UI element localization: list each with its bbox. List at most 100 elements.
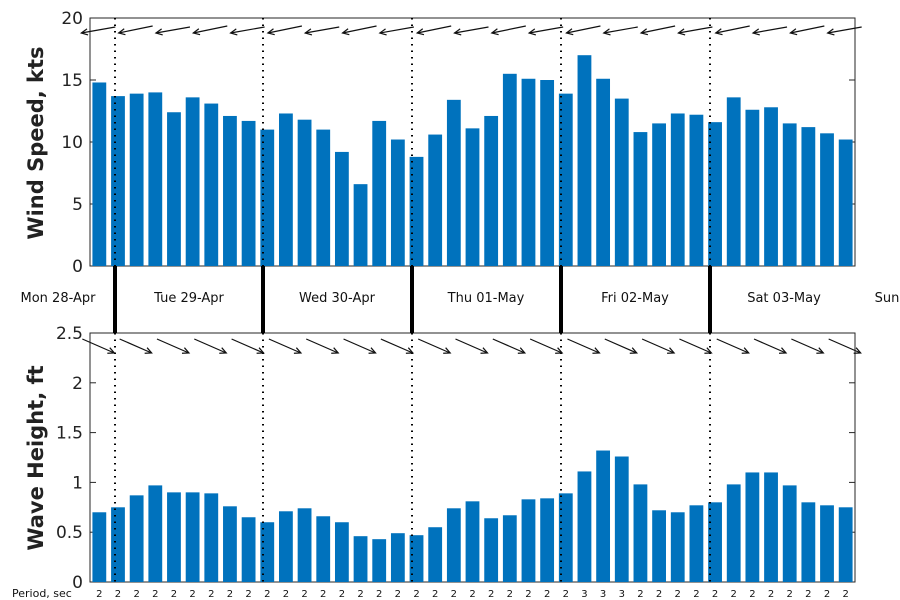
bar [129, 93, 144, 266]
bar [633, 484, 648, 582]
wind-direction-arrow [752, 26, 788, 34]
period-value: 2 [768, 589, 774, 600]
period-value: 2 [96, 589, 102, 600]
wind-direction-arrow [790, 25, 825, 34]
y-tick-label: 5 [72, 195, 83, 215]
wave-direction-arrow [791, 338, 824, 354]
period-value: 2 [451, 589, 457, 600]
bar [540, 80, 555, 266]
bar [689, 505, 704, 582]
bar [390, 533, 405, 582]
bar [260, 522, 275, 582]
bar [297, 508, 312, 582]
bar [558, 93, 573, 266]
period-value: 2 [563, 589, 569, 600]
wave-direction-arrow [828, 338, 861, 354]
bar [204, 103, 219, 266]
bar [167, 492, 181, 582]
wave-direction-arrow-head [517, 347, 527, 354]
wind-direction-arrow-head [229, 28, 238, 36]
period-value: 2 [693, 589, 699, 600]
wind-direction-arrow-head [378, 28, 387, 36]
bar [577, 55, 592, 267]
bar [372, 120, 387, 266]
bar [820, 133, 834, 266]
period-value: 2 [395, 589, 401, 600]
bar [446, 99, 461, 266]
bar [428, 134, 443, 266]
period-value: 2 [227, 589, 233, 600]
wave-direction-arrow [567, 338, 600, 354]
wind-direction-arrow [305, 26, 340, 34]
bar [409, 156, 424, 266]
bar [353, 184, 368, 266]
bar [148, 92, 163, 267]
bar [745, 109, 760, 266]
period-value: 2 [842, 589, 848, 600]
bar [465, 128, 480, 266]
wave-direction-arrow [455, 338, 488, 354]
y-tick-label: 20 [61, 9, 83, 29]
bar [614, 456, 629, 582]
bar [334, 151, 349, 266]
wave-height-panel: 0 0.5 1 1.5 2 2.5 [56, 324, 862, 593]
period-value: 2 [544, 589, 550, 600]
bar [577, 471, 592, 582]
bar [465, 501, 480, 582]
bar [801, 502, 816, 582]
day-labels-band: Mon 28-Apr Tue 29-Apr Wed 30-Apr Thu 01-May… [21, 266, 899, 333]
wave-direction-arrow [156, 338, 190, 354]
bar [558, 493, 573, 582]
bar [372, 539, 387, 582]
wave-direction-arrow-head [219, 347, 228, 354]
bar [241, 120, 256, 266]
day-label: Fri 02-May [601, 291, 669, 306]
wave-direction-arrow [753, 338, 787, 354]
wind-direction-arrow [118, 25, 153, 34]
wind-direction-arrow [230, 26, 265, 34]
bar [764, 107, 778, 266]
wind-direction-arrow [678, 26, 713, 34]
wind-direction-arrow [827, 26, 862, 34]
period-value: 2 [357, 589, 363, 600]
bar [409, 535, 424, 582]
bar [782, 485, 797, 582]
wave-direction-arrow [268, 338, 302, 354]
wave-direction-arrow-head [107, 347, 116, 354]
bar [652, 123, 666, 267]
wave-direction-arrow-head [816, 347, 825, 354]
wave-direction-arrow-head [293, 347, 303, 354]
period-value: 2 [301, 589, 307, 600]
wave-direction-arrow [119, 338, 152, 354]
bar [334, 522, 349, 582]
wave-direction-arrow-head [667, 347, 676, 354]
bar [652, 510, 666, 582]
period-value: 2 [824, 589, 830, 600]
wind-direction-arrow-head [415, 28, 425, 36]
bar [726, 484, 741, 582]
bar [204, 493, 219, 582]
period-value: 2 [264, 589, 270, 600]
period-value: 2 [731, 589, 737, 600]
wave-direction-arrow-head [256, 347, 265, 354]
day-label: Thu 01-May [447, 291, 525, 306]
bar [596, 78, 611, 266]
bar [111, 96, 125, 267]
wind-direction-arrow [342, 25, 377, 34]
period-value: 2 [525, 589, 531, 600]
wind-direction-arrow [155, 26, 191, 34]
wind-direction-arrow-head [303, 28, 313, 36]
bar [390, 139, 405, 266]
period-value: 3 [619, 589, 625, 600]
period-value: 2 [805, 589, 811, 600]
wave-direction-arrow [82, 338, 115, 354]
wind-direction-arrow-head [789, 28, 798, 36]
wind-direction-arrow [566, 25, 601, 34]
bar [279, 113, 293, 266]
wave-direction-arrow-head [741, 347, 750, 354]
period-row: 2 2 2 2 2 2 2 2 2 2 2 2 2 2 2 2 2 2 2 2 2 2 2 2 2 2 3 3 3 2 2 2 2 2 2 2 2 2 2 2… [96, 589, 849, 600]
bar [484, 115, 499, 267]
wave-direction-arrow-head [592, 347, 601, 354]
wave-direction-arrow-head [144, 347, 153, 354]
y-tick-label: 0 [72, 257, 83, 277]
